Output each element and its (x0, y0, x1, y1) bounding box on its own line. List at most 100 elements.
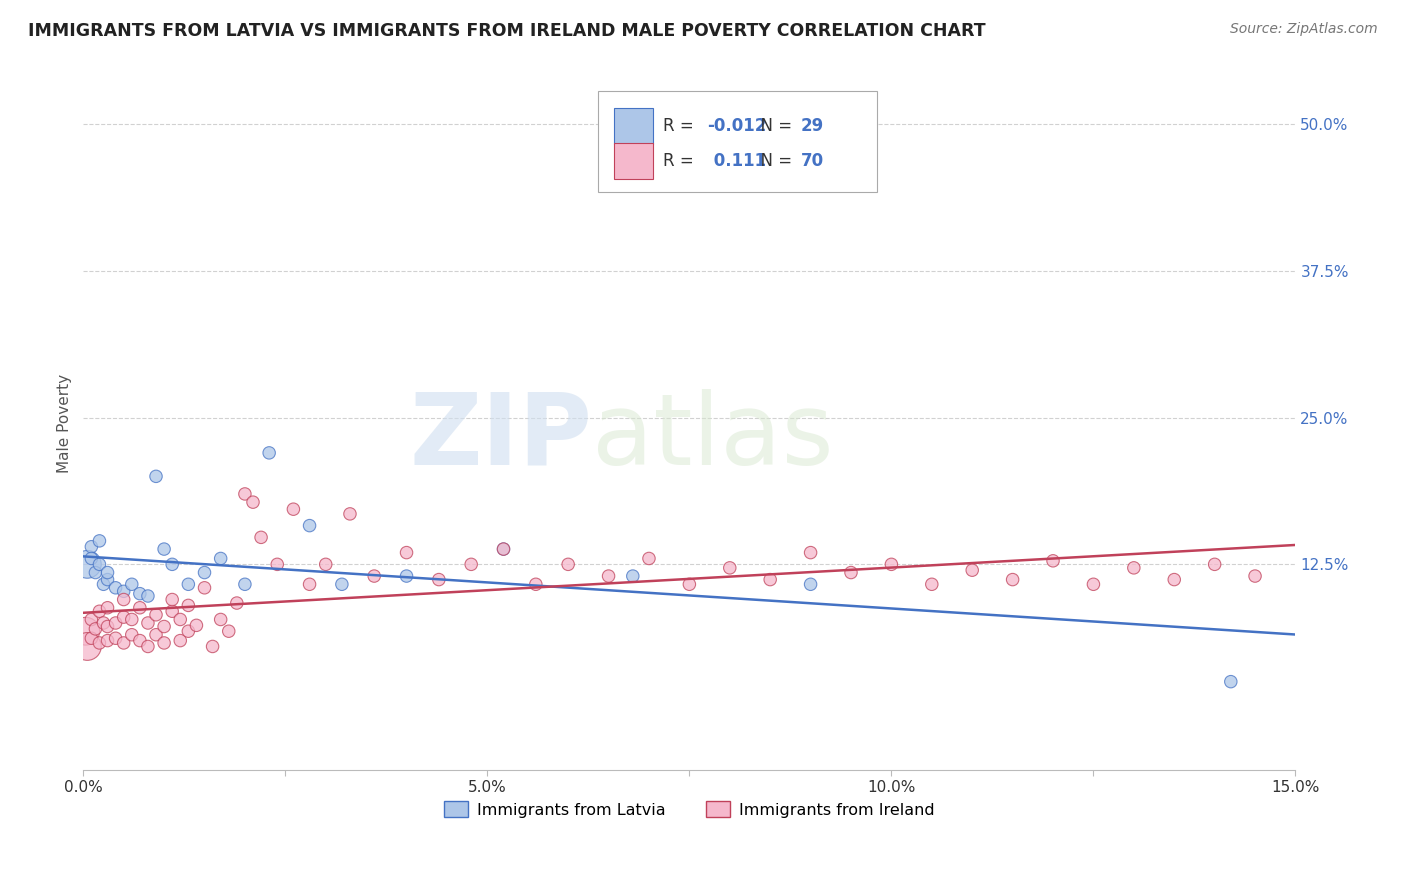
Point (557, 558, 579, 572)
Point (800, 546, 823, 560)
Point (136, 640, 159, 654)
Point (96, 633, 118, 648)
Point (121, 577, 143, 591)
Point (104, 581, 127, 595)
Point (96, 600, 118, 615)
Point (76, 640, 98, 654)
Point (128, 587, 150, 601)
Point (427, 573, 450, 587)
Point (80, 612, 103, 626)
Point (89, 636, 111, 650)
Point (128, 633, 150, 648)
Point (177, 624, 200, 639)
Point (1122, 561, 1144, 575)
FancyBboxPatch shape (614, 143, 652, 178)
Point (1204, 558, 1226, 572)
Point (1163, 573, 1185, 587)
Point (395, 546, 418, 560)
Legend: Immigrants from Latvia, Immigrants from Ireland: Immigrants from Latvia, Immigrants from … (437, 795, 942, 824)
Text: -0.012: -0.012 (707, 117, 766, 135)
Point (80, 632, 103, 646)
Point (225, 596, 247, 610)
Point (492, 542, 515, 557)
Point (112, 592, 135, 607)
Point (112, 584, 135, 599)
Point (218, 624, 240, 639)
Text: N =: N = (749, 152, 797, 169)
Y-axis label: Male Poverty: Male Poverty (58, 374, 72, 473)
Point (96, 619, 118, 633)
Point (128, 600, 150, 615)
Point (169, 612, 191, 626)
Point (93, 615, 115, 630)
Point (960, 563, 983, 577)
Point (242, 495, 264, 509)
Point (678, 577, 700, 591)
Point (1042, 554, 1064, 568)
Point (718, 561, 741, 575)
FancyBboxPatch shape (614, 108, 652, 144)
Point (921, 577, 943, 591)
Point (112, 610, 135, 624)
Point (363, 569, 385, 583)
Point (153, 619, 176, 633)
Point (75, 624, 97, 639)
Text: 29: 29 (801, 117, 824, 135)
Point (209, 551, 232, 566)
Point (96, 573, 118, 587)
Point (160, 604, 183, 618)
Point (315, 558, 337, 572)
Point (89, 533, 111, 548)
Point (233, 577, 256, 591)
Point (880, 558, 903, 572)
Text: R =: R = (662, 117, 699, 135)
Point (209, 612, 232, 626)
Point (298, 518, 321, 533)
Point (233, 487, 256, 501)
Point (104, 632, 127, 646)
Text: Source: ZipAtlas.com: Source: ZipAtlas.com (1230, 22, 1378, 37)
Point (145, 628, 167, 642)
Point (96, 566, 118, 580)
Point (177, 599, 200, 613)
Point (257, 446, 280, 460)
Point (121, 628, 143, 642)
Point (492, 542, 515, 557)
Point (193, 581, 215, 595)
Point (169, 633, 191, 648)
Point (76, 558, 98, 572)
Point (839, 566, 862, 580)
Text: 0.111: 0.111 (707, 152, 766, 169)
Point (1244, 569, 1267, 583)
Text: atlas: atlas (592, 389, 834, 486)
Text: N =: N = (749, 117, 797, 135)
Point (93, 577, 115, 591)
Point (298, 577, 321, 591)
Point (193, 566, 215, 580)
Point (395, 569, 418, 583)
Point (80, 551, 103, 566)
Point (186, 618, 208, 632)
Point (112, 636, 135, 650)
Point (330, 577, 353, 591)
Point (153, 542, 176, 557)
Point (759, 573, 782, 587)
Point (84, 566, 107, 580)
Point (1219, 674, 1241, 689)
Point (250, 530, 273, 544)
Point (266, 558, 288, 572)
Point (80, 540, 103, 554)
Point (160, 558, 183, 572)
Point (89, 558, 111, 572)
Point (153, 636, 176, 650)
Point (524, 577, 547, 591)
Point (121, 612, 143, 626)
FancyBboxPatch shape (599, 91, 877, 192)
Point (145, 607, 167, 622)
Point (136, 615, 159, 630)
Point (136, 589, 159, 603)
Point (1001, 573, 1024, 587)
Point (84, 622, 107, 636)
Point (638, 551, 661, 566)
Point (160, 592, 183, 607)
